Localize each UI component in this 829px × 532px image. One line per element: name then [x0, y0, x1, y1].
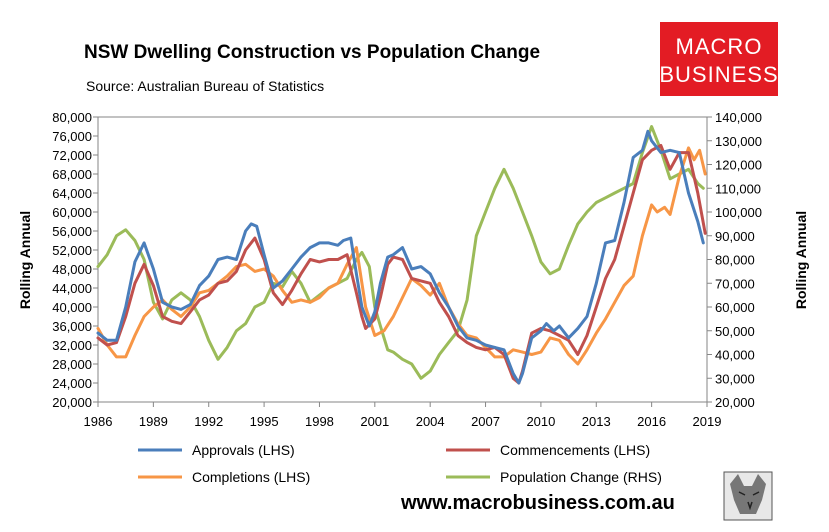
legend-label: Completions (LHS): [192, 469, 310, 485]
x-tick-label: 2016: [637, 414, 666, 429]
y-left-tick-label: 32,000: [52, 338, 92, 353]
y-left-tick-label: 20,000: [52, 395, 92, 410]
chart-subtitle: Source: Australian Bureau of Statistics: [86, 78, 324, 94]
x-axis: 1986 1989 1992 1995 1998 2001 2004 2007 2010 2013…: [84, 402, 722, 429]
y-axis-right: 20,000 30,000 40,000 50,000 60,000 70,000 80,0…: [707, 110, 762, 410]
legend: Approvals (LHS) Commencements (LHS) Comple…: [138, 442, 662, 485]
x-tick-label: 1992: [194, 414, 223, 429]
series-line-approvals-lhs: [96, 129, 705, 385]
y-right-tick-label: 130,000: [715, 134, 762, 149]
y-right-tick-label: 110,000: [715, 181, 761, 196]
y-right-tick-label: 100,000: [715, 205, 762, 220]
y-left-tick-label: 56,000: [52, 224, 92, 239]
wolf-mascot-icon: [723, 471, 773, 521]
x-tick-label: 2007: [471, 414, 500, 429]
legend-label: Commencements (LHS): [500, 442, 650, 458]
series-layer: [96, 125, 707, 385]
logo-line-1: MACRO: [676, 34, 763, 59]
y-axis-right-title: Rolling Annual: [793, 211, 809, 309]
logo-line-2: BUSINESS: [659, 62, 778, 87]
y-right-tick-label: 20,000: [715, 395, 755, 410]
y-left-tick-label: 68,000: [52, 167, 92, 182]
y-left-tick-label: 72,000: [52, 148, 92, 163]
y-left-tick-label: 64,000: [52, 186, 92, 201]
y-left-tick-label: 60,000: [52, 205, 92, 220]
y-left-tick-label: 28,000: [52, 357, 92, 372]
y-right-tick-label: 60,000: [715, 300, 755, 315]
logo-background: [660, 22, 778, 96]
y-right-tick-label: 50,000: [715, 324, 755, 339]
x-tick-label: 2013: [582, 414, 611, 429]
x-tick-label: 2004: [416, 414, 445, 429]
y-left-tick-label: 80,000: [52, 110, 92, 125]
x-tick-label: 1995: [250, 414, 279, 429]
legend-label: Population Change (RHS): [500, 469, 662, 485]
series-line-completions-lhs: [96, 146, 707, 366]
y-right-tick-label: 70,000: [715, 276, 755, 291]
series-line-population-change-rhs: [96, 125, 705, 380]
chart-title: NSW Dwelling Construction vs Population …: [84, 42, 540, 63]
website-url: www.macrobusiness.com.au: [400, 492, 675, 514]
x-tick-label: 1986: [84, 414, 113, 429]
y-left-tick-label: 52,000: [52, 243, 92, 258]
y-right-tick-label: 30,000: [715, 371, 755, 386]
y-right-tick-label: 140,000: [715, 110, 762, 125]
y-right-tick-label: 80,000: [715, 253, 755, 268]
y-left-tick-label: 44,000: [52, 281, 92, 296]
y-right-tick-label: 40,000: [715, 348, 755, 363]
y-right-tick-label: 120,000: [715, 158, 762, 173]
y-axis-left-title: Rolling Annual: [17, 211, 33, 309]
x-tick-label: 2010: [526, 414, 555, 429]
y-left-tick-label: 48,000: [52, 262, 92, 277]
y-left-tick-label: 36,000: [52, 319, 92, 334]
x-tick-label: 2019: [693, 414, 722, 429]
x-tick-label: 1989: [139, 414, 168, 429]
x-tick-label: 1998: [305, 414, 334, 429]
legend-label: Approvals (LHS): [192, 442, 295, 458]
brand-logo: MACRO BUSINESS: [659, 22, 778, 96]
y-left-tick-label: 24,000: [52, 376, 92, 391]
y-left-tick-label: 40,000: [52, 300, 92, 315]
y-right-tick-label: 90,000: [715, 229, 755, 244]
y-left-tick-label: 76,000: [52, 129, 92, 144]
x-tick-label: 2001: [360, 414, 389, 429]
y-axis-left: 20,000 24,000 28,000 32,000 36,000 40,000 44,0…: [52, 110, 98, 410]
series-line-commencements-lhs: [96, 144, 707, 385]
